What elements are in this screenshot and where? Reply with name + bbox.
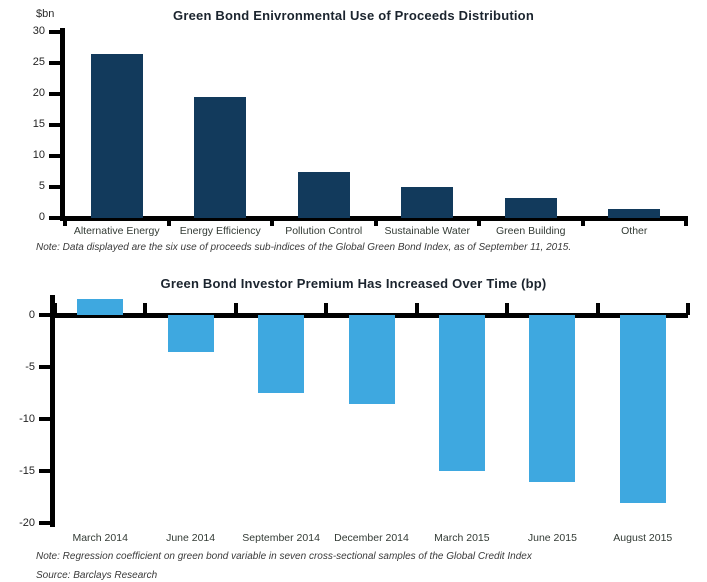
x-axis-category-label: December 2014 (334, 532, 409, 544)
x-axis-tick-mark (414, 303, 419, 315)
bar-june-2014 (167, 315, 214, 352)
x-axis-tick-mark (270, 216, 274, 226)
x-axis-category-label: Pollution Control (285, 225, 363, 237)
y-axis-tick-label: 15 (32, 118, 45, 130)
bar-energy-efficiency (194, 97, 247, 218)
x-axis-category-label: Alternative Energy (73, 225, 160, 237)
bar-june-2015 (529, 315, 576, 482)
x-axis-category-label: Energy Efficiency (179, 225, 261, 237)
bar-alternative-energy (90, 53, 143, 218)
y-axis-tick-label: -10 (19, 413, 35, 426)
y-axis-tick-mark (39, 365, 50, 370)
x-axis-tick-mark (477, 216, 481, 226)
y-axis (60, 28, 65, 221)
y-axis-tick-label: 20 (32, 87, 45, 99)
x-axis-tick-mark (53, 303, 57, 315)
bottom-chart-plot-area: 0 -5 -10 -15 -20 March 2014 June 2014 September… (19, 295, 690, 544)
x-axis-category-label: Green Building (496, 225, 566, 237)
x-axis-category-label: September 2014 (242, 532, 320, 544)
bar-march-2015 (438, 315, 485, 472)
x-axis-category-label: Sustainable Water (384, 225, 470, 237)
top-chart-title: Green Bond Enivronmental Use of Proceeds… (173, 8, 534, 23)
x-axis-tick-mark (233, 303, 238, 315)
x-axis-tick-mark (686, 303, 690, 315)
y-axis-tick-mark (39, 521, 50, 526)
x-axis-tick-mark (580, 216, 585, 226)
bar-march-2014 (77, 299, 124, 315)
x-axis-category-label: June 2015 (527, 532, 577, 544)
y-axis-tick-label: 10 (32, 149, 45, 161)
y-axis (50, 295, 55, 527)
x-axis-tick-mark (684, 216, 688, 226)
y-axis-tick-label: 0 (28, 309, 35, 321)
x-axis-tick-mark (324, 303, 329, 315)
x-axis-category-label: Other (621, 225, 648, 237)
x-axis-category-label: August 2015 (613, 532, 673, 544)
x-axis (60, 216, 686, 221)
y-axis-tick-mark (49, 185, 60, 189)
y-axis-tick-label: -20 (19, 517, 35, 530)
bar-september-2014 (258, 315, 305, 394)
x-axis-category-label: June 2014 (166, 532, 216, 544)
bar-december-2014 (348, 315, 395, 404)
bottom-chart-note: Note: Regression coefficient on green bo… (36, 551, 532, 562)
x-axis-tick-mark (63, 216, 67, 226)
x-axis-tick-mark (505, 303, 510, 315)
x-axis-tick-mark (143, 303, 148, 315)
bar-pollution-control (297, 171, 350, 218)
y-axis-tick-mark (39, 313, 50, 317)
y-axis-tick-label: 5 (38, 180, 45, 192)
y-axis-tick-mark (49, 92, 60, 96)
y-axis-tick-mark (39, 469, 50, 474)
top-chart-note: Note: Data displayed are the six use of … (36, 242, 572, 253)
x-axis-tick-mark (373, 216, 378, 226)
y-axis-tick-label: -15 (19, 465, 35, 478)
y-axis-tick-mark (39, 417, 50, 422)
x-axis-category-label: March 2015 (434, 532, 490, 544)
x-axis-tick-mark (595, 303, 600, 315)
y-axis-tick-mark (49, 30, 60, 34)
y-axis-tick-mark (49, 123, 60, 127)
y-axis-tick-label: 0 (38, 211, 45, 223)
y-axis-unit-label: $bn (36, 8, 55, 20)
bar-other (608, 208, 661, 218)
bottom-chart-title: Green Bond Investor Premium Has Increase… (160, 276, 547, 291)
y-axis-tick-label: -5 (25, 361, 35, 374)
bar-august-2015 (619, 315, 666, 503)
y-axis-tick-mark (49, 216, 60, 220)
source-line: Source: Barclays Research (36, 570, 158, 581)
top-chart-plot-area: 30 25 20 15 10 5 0 Alternative Energy Energy Eff… (33, 25, 688, 237)
bar-green-building (504, 198, 557, 218)
y-axis-tick-label: 30 (32, 25, 45, 37)
x-axis-tick-mark (166, 216, 171, 226)
bar-sustainable-water (401, 187, 454, 218)
y-axis-tick-mark (49, 154, 60, 158)
y-axis-tick-mark (49, 61, 60, 65)
x-axis-category-label: March 2014 (72, 532, 128, 544)
y-axis-tick-label: 25 (32, 56, 45, 68)
